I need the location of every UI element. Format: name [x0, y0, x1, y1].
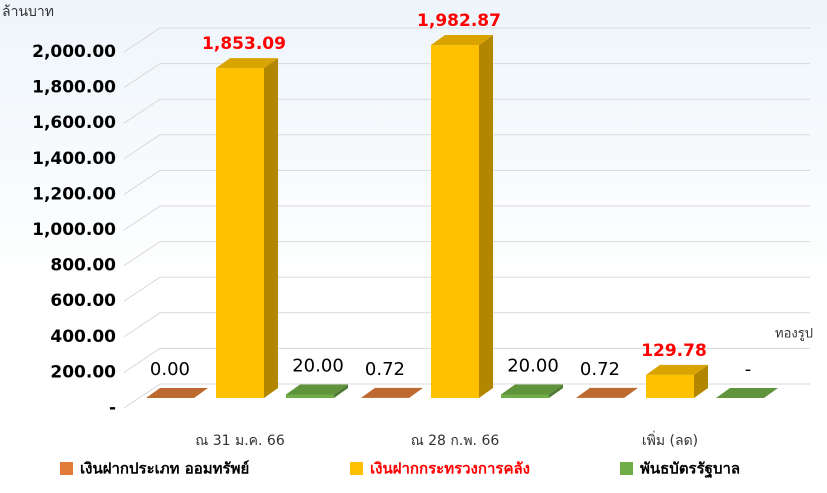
bar-top: [716, 388, 778, 398]
data-label: 20.00: [292, 355, 344, 376]
y-tick-label: 800.00: [50, 256, 116, 276]
y-tick-label: 400.00: [50, 327, 116, 347]
annotation: ทองรูป: [775, 327, 813, 342]
y-tick-label: 200.00: [50, 362, 116, 382]
data-label: 0.00: [150, 359, 190, 380]
y-tick-label: 1,400.00: [32, 149, 116, 169]
bar-top: [146, 388, 208, 398]
data-label: 129.78: [641, 341, 707, 361]
y-tick-label: 1,600.00: [32, 113, 116, 133]
bar: [646, 375, 694, 398]
bar-side: [479, 35, 493, 398]
y-tick-label: 1,800.00: [32, 78, 116, 98]
legend-swatch: [350, 462, 363, 475]
legend-label: เงินฝากกระทรวงการคลัง: [370, 460, 530, 478]
legend-label: พันธบัตรรัฐบาล: [640, 460, 740, 479]
bar-top: [576, 388, 638, 398]
y-tick-label: 1,200.00: [32, 184, 116, 204]
data-label: -: [745, 359, 752, 380]
bar: [431, 45, 479, 398]
legend-swatch: [60, 462, 73, 475]
data-label: 0.72: [365, 359, 405, 380]
y-tick-label: -: [109, 398, 116, 418]
data-label: 1,853.09: [202, 34, 286, 54]
data-label: 0.72: [580, 359, 620, 380]
legend-label: เงินฝากประเภท ออมทรัพย์: [80, 460, 249, 478]
data-label: 20.00: [507, 355, 559, 376]
y-tick-label: 2,000.00: [32, 42, 116, 62]
y-tick-label: 600.00: [50, 291, 116, 311]
y-axis-label: ล้านบาท: [2, 4, 54, 20]
bar-side: [264, 58, 278, 398]
bar-top: [361, 388, 423, 398]
y-tick-label: 1,000.00: [32, 220, 116, 240]
x-tick-label: ณ 31 ม.ค. 66: [195, 433, 285, 449]
chart: ล้านบาท ทองรูป - 200.00 400.00 600.00 800.00…: [0, 0, 827, 493]
x-tick-label: เพิ่ม (ลด): [642, 431, 698, 449]
data-label: 1,982.87: [417, 11, 501, 31]
x-tick-label: ณ 28 ก.พ. 66: [411, 433, 500, 449]
bar: [501, 394, 549, 398]
legend-swatch: [620, 462, 633, 475]
bar: [216, 68, 264, 398]
bar: [286, 394, 334, 398]
